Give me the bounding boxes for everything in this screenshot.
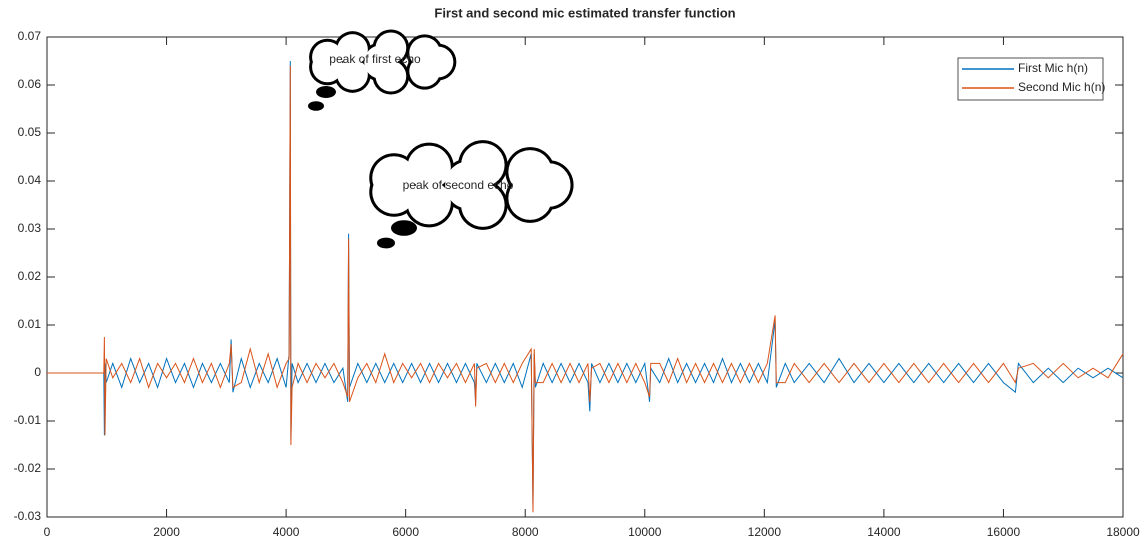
y-tick-label: 0.01	[18, 317, 42, 331]
chart-title: First and second mic estimated transfer …	[434, 5, 735, 20]
cloud-fill	[445, 161, 493, 209]
cloud-tail	[316, 86, 336, 98]
cloud-fill	[508, 150, 552, 194]
callout-cloud	[308, 29, 457, 111]
cloud-tail	[377, 237, 395, 249]
cloud-tail	[391, 220, 417, 236]
x-tick-label: 12000	[748, 525, 782, 539]
cloud-fill	[364, 45, 398, 79]
x-tick-label: 14000	[867, 525, 901, 539]
series-line	[47, 65, 1124, 513]
y-tick-label: -0.03	[14, 509, 42, 523]
x-tick-label: 0	[44, 525, 51, 539]
cloud-fill	[407, 145, 451, 190]
x-tick-label: 6000	[392, 525, 419, 539]
cloud-fill	[407, 180, 451, 225]
y-tick-label: 0.05	[18, 125, 42, 139]
y-tick-label: -0.01	[14, 413, 42, 427]
cloud-fill	[337, 59, 368, 90]
annotation: peak of second echo	[403, 178, 514, 192]
cloud-tail	[308, 101, 324, 111]
legend-label: First Mic h(n)	[1018, 61, 1088, 75]
x-tick-label: 8000	[512, 525, 539, 539]
x-tick-label: 10000	[628, 525, 662, 539]
x-tick-label: 16000	[987, 525, 1021, 539]
legend-label: Second Mic h(n)	[1018, 80, 1105, 94]
callout-cloud	[369, 140, 574, 249]
y-tick-label: 0.02	[18, 269, 42, 283]
cloud-fill	[409, 37, 441, 69]
plot-area	[46, 36, 1124, 518]
annotation: peak of first echo	[329, 52, 421, 66]
y-tick-label: 0.04	[18, 173, 42, 187]
y-tick-label: 0.07	[18, 29, 42, 43]
y-tick-label: 0.03	[18, 221, 42, 235]
cloud-fill	[312, 41, 343, 73]
x-tick-label: 2000	[153, 525, 180, 539]
y-tick-label: -0.02	[14, 461, 42, 475]
cloud-fill	[372, 156, 416, 200]
series-line	[47, 60, 1124, 508]
x-tick-label: 4000	[273, 525, 300, 539]
x-tick-label: 18000	[1106, 525, 1140, 539]
y-tick-label: 0	[34, 365, 41, 379]
legend-box	[957, 57, 1104, 101]
y-tick-label: 0.06	[18, 77, 42, 91]
cloud-fill	[337, 34, 368, 65]
